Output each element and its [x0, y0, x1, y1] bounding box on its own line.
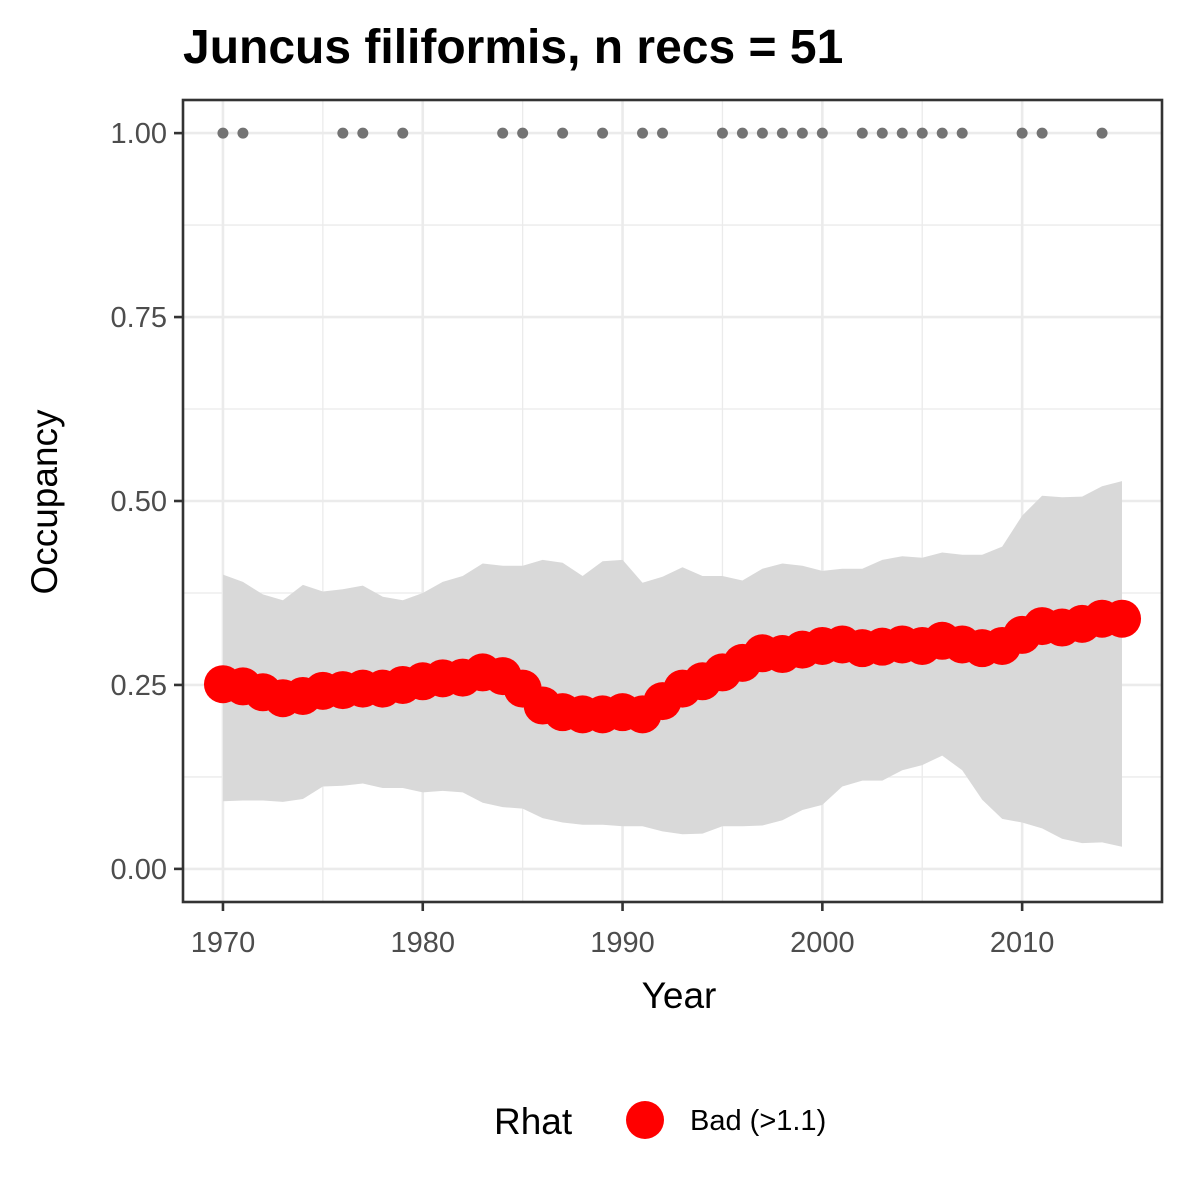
x-tick-label: 2010 — [990, 927, 1055, 959]
record-point — [517, 127, 529, 139]
record-point — [557, 127, 569, 139]
legend: Rhat Bad (>1.1) — [494, 1101, 826, 1142]
record-point — [1016, 127, 1028, 139]
legend-title: Rhat — [494, 1101, 573, 1142]
plot-panel — [181, 98, 1164, 904]
record-point — [217, 127, 229, 139]
credible-interval-ribbon — [223, 481, 1122, 847]
record-point — [896, 127, 908, 139]
record-point — [756, 127, 768, 139]
record-points — [217, 127, 1108, 139]
occupancy-point — [1103, 599, 1142, 638]
record-point — [637, 127, 649, 139]
y-axis-title: Occupancy — [24, 409, 65, 595]
record-point — [357, 127, 369, 139]
record-point — [397, 127, 409, 139]
record-point — [337, 127, 349, 139]
y-tick-label: 1.00 — [111, 118, 167, 150]
x-axis: 1970 1980 1990 2000 2010 — [191, 902, 1055, 959]
legend-label-bad: Bad (>1.1) — [690, 1105, 826, 1137]
record-point — [657, 127, 669, 139]
record-point — [237, 127, 249, 139]
record-point — [497, 127, 509, 139]
legend-key-bad — [626, 1101, 664, 1139]
x-axis-title: Year — [642, 975, 717, 1016]
record-point — [856, 127, 868, 139]
y-tick-label: 0.25 — [111, 670, 167, 702]
y-axis: 0.00 0.25 0.50 0.75 1.00 — [111, 118, 183, 886]
x-tick-label: 1970 — [191, 927, 256, 959]
record-point — [816, 127, 828, 139]
chart-title: Juncus filiformis, n recs = 51 — [183, 21, 843, 74]
record-point — [1096, 127, 1108, 139]
record-point — [1036, 127, 1048, 139]
x-tick-label: 1990 — [590, 927, 655, 959]
x-tick-label: 2000 — [790, 927, 855, 959]
record-point — [597, 127, 609, 139]
record-point — [876, 127, 888, 139]
record-point — [736, 127, 748, 139]
y-tick-label: 0.75 — [111, 302, 167, 334]
record-point — [956, 127, 968, 139]
y-tick-label: 0.50 — [111, 486, 167, 518]
record-point — [796, 127, 808, 139]
record-point — [716, 127, 728, 139]
record-point — [936, 127, 948, 139]
occupancy-estimate-points — [203, 599, 1142, 734]
y-tick-label: 0.00 — [111, 854, 167, 886]
record-point — [916, 127, 928, 139]
record-point — [776, 127, 788, 139]
x-tick-label: 1980 — [390, 927, 455, 959]
